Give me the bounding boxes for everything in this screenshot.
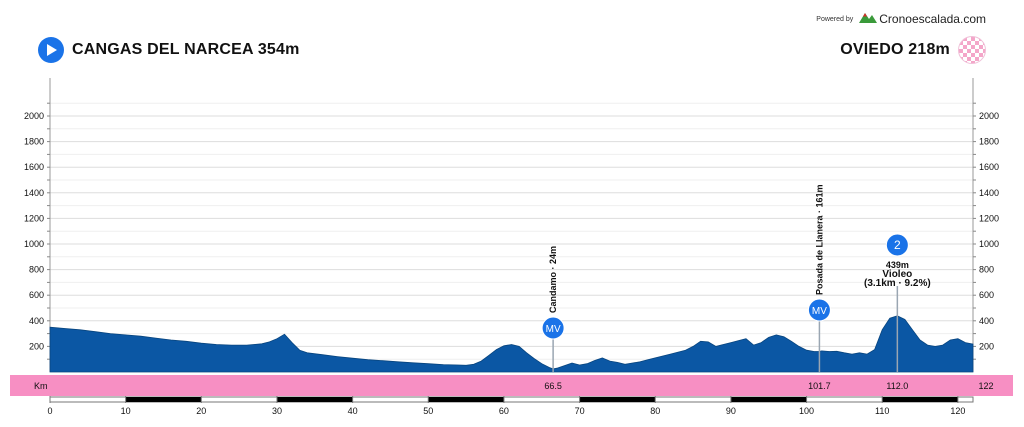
x-tick-label: 30 <box>272 406 282 416</box>
y-tick-label-right: 1400 <box>979 188 999 198</box>
scale-bar-segment <box>428 397 504 402</box>
x-tick-label: 50 <box>423 406 433 416</box>
y-tick-label-left: 2000 <box>24 111 44 121</box>
y-tick-label-right: 200 <box>979 341 994 351</box>
y-tick-label-left: 1000 <box>24 239 44 249</box>
y-tick-label-left: 1800 <box>24 137 44 147</box>
marker-km-label: 66.5 <box>544 381 562 391</box>
y-tick-label-right: 1000 <box>979 239 999 249</box>
scale-bar-segment <box>730 397 807 402</box>
marker-km-label: 101.7 <box>808 381 831 391</box>
y-tick-label-left: 1600 <box>24 162 44 172</box>
y-tick-label-left: 600 <box>29 290 44 300</box>
marker-label-line: 439m <box>886 260 909 270</box>
x-tick-label: 20 <box>196 406 206 416</box>
y-tick-label-right: 2000 <box>979 111 999 121</box>
start-label: CANGAS DEL NARCEA 354m <box>72 41 300 58</box>
y-tick-label-left: 1400 <box>24 188 44 198</box>
marker-label: Posada de Llanera · 161m <box>814 184 824 295</box>
marker-badge-text: 2 <box>894 238 901 252</box>
x-tick-label: 70 <box>575 406 585 416</box>
powered-by-text: Powered by <box>816 15 854 23</box>
marker-km-label: 112.0 <box>886 381 908 391</box>
mountain-logo-icon <box>859 10 878 28</box>
y-tick-label-right: 800 <box>979 265 994 275</box>
y-tick-label-right: 1600 <box>979 162 999 172</box>
x-tick-label: 110 <box>875 406 889 416</box>
km-band-total: 122 <box>978 381 993 391</box>
x-tick-label: 10 <box>121 406 131 416</box>
x-tick-label: 0 <box>47 406 52 416</box>
marker-badge-text: MV <box>546 324 561 335</box>
brand: Powered by Cronoescalada.com <box>816 10 986 28</box>
finish-flag-icon <box>958 36 986 64</box>
finish-header: OVIEDO 218m <box>840 36 986 64</box>
marker-badge-text: MV <box>812 306 827 317</box>
scale-bar-segment <box>276 397 353 402</box>
scale-bar-segment <box>882 397 958 402</box>
y-tick-label-left: 400 <box>29 316 44 326</box>
finish-label: OVIEDO 218m <box>840 41 950 58</box>
marker-label-line: (3.1km · 9.2%) <box>864 278 931 289</box>
x-tick-label: 80 <box>650 406 660 416</box>
km-band-label: Km <box>34 381 48 391</box>
brand-name[interactable]: Cronoescalada.com <box>879 12 986 26</box>
start-play-icon <box>38 37 64 63</box>
marker-label: Candamo · 24m <box>548 246 558 313</box>
elevation-area <box>49 315 974 373</box>
y-tick-label-left: 1200 <box>24 213 44 223</box>
scale-bar-segment <box>125 397 202 402</box>
scale-bar-segment <box>579 397 656 402</box>
start-header: CANGAS DEL NARCEA 354m <box>38 36 300 64</box>
x-tick-label: 60 <box>499 406 509 416</box>
y-tick-label-right: 400 <box>979 316 994 326</box>
x-tick-label: 100 <box>799 406 814 416</box>
y-tick-label-left: 800 <box>29 265 44 275</box>
y-tick-label-right: 1800 <box>979 137 999 147</box>
y-tick-label-right: 600 <box>979 290 994 300</box>
km-band <box>10 375 1013 396</box>
y-tick-label-right: 1200 <box>979 213 999 223</box>
x-tick-label: 90 <box>726 406 736 416</box>
marker-badge <box>541 316 565 340</box>
marker-badge <box>807 298 831 322</box>
y-tick-label-left: 200 <box>29 341 44 351</box>
x-tick-label: 120 <box>950 406 965 416</box>
x-tick-label: 40 <box>348 406 358 416</box>
marker-label-line: Violeo <box>882 269 912 280</box>
marker-badge <box>885 233 909 257</box>
